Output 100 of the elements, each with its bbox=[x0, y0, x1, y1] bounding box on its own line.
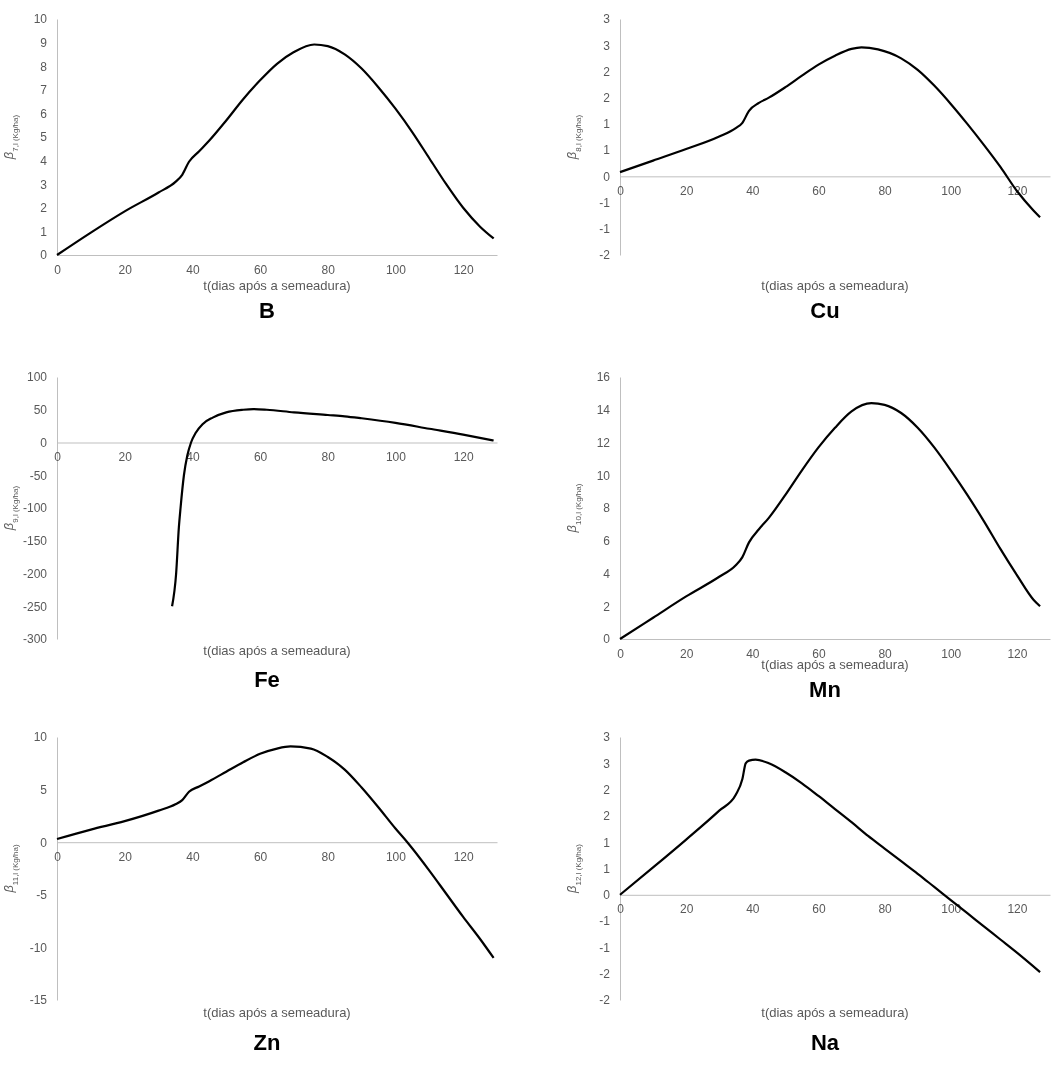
y-tick-label: 1 bbox=[40, 224, 48, 239]
text: Zn bbox=[253, 1030, 281, 1055]
y-tick-label: -250 bbox=[22, 599, 48, 614]
y-tick-label: 3 bbox=[603, 756, 611, 771]
x-tick-label: 0 bbox=[54, 849, 62, 864]
y-tick-label: -2 bbox=[599, 993, 611, 1008]
x-axis-title: t(dias após a semeadura) bbox=[761, 278, 909, 293]
x-tick-label: 40 bbox=[746, 646, 760, 661]
x-axis-title: t(dias após a semeadura) bbox=[203, 1005, 351, 1020]
x-tick-label: 120 bbox=[453, 450, 474, 465]
x-tick-label: 0 bbox=[617, 902, 625, 917]
y-tick-label: 4 bbox=[40, 153, 48, 168]
x-tick-label: 120 bbox=[453, 262, 474, 277]
y-tick-label: 1 bbox=[603, 143, 611, 158]
x-tick-label: 100 bbox=[385, 849, 407, 864]
y-tick-label: -10 bbox=[29, 940, 48, 955]
x-tick-label: 60 bbox=[253, 849, 268, 864]
y-tick-label: 2 bbox=[603, 782, 611, 797]
y-tick-label: 6 bbox=[40, 106, 48, 121]
y-tick-label: 4 bbox=[603, 566, 611, 581]
y-tick-label: 5 bbox=[40, 782, 48, 797]
y-tick-label: -1 bbox=[599, 940, 611, 955]
y-tick-label: -150 bbox=[22, 534, 48, 549]
line-series bbox=[618, 402, 1042, 641]
x-axis-title: t(dias após a semeadura) bbox=[203, 643, 351, 658]
y-tick-label: 8 bbox=[40, 59, 48, 74]
text: Na bbox=[810, 1030, 840, 1055]
y-tick-label: 14 bbox=[596, 403, 611, 418]
x-tick-label: 100 bbox=[941, 183, 962, 198]
line-series bbox=[170, 408, 495, 608]
x-tick-label: 40 bbox=[186, 849, 200, 864]
x-tick-label: 40 bbox=[186, 262, 200, 277]
y-tick-label: 2 bbox=[603, 64, 611, 79]
text: B bbox=[259, 298, 275, 323]
y-tick-label: 2 bbox=[40, 201, 48, 216]
x-tick-label: 0 bbox=[54, 450, 62, 465]
x-tick-label: 0 bbox=[617, 183, 625, 198]
y-tick-label: 1 bbox=[603, 835, 611, 850]
y-tick-label: 0 bbox=[40, 835, 48, 850]
x-tick-label: 20 bbox=[118, 849, 133, 864]
y-tick-label: -200 bbox=[22, 566, 48, 581]
y-tick-label: 3 bbox=[603, 38, 611, 53]
x-tick-label: 20 bbox=[118, 262, 133, 277]
x-tick-label: 60 bbox=[253, 450, 268, 465]
y-tick-label: 2 bbox=[603, 809, 611, 824]
y-tick-label: 0 bbox=[603, 169, 611, 184]
x-tick-label: 80 bbox=[321, 262, 336, 277]
x-tick-label: 20 bbox=[679, 646, 694, 661]
y-tick-label: -50 bbox=[29, 468, 48, 483]
x-tick-label: 100 bbox=[941, 646, 962, 661]
x-tick-label: 80 bbox=[321, 849, 336, 864]
x-tick-label: 120 bbox=[1007, 646, 1028, 661]
y-tick-label: 50 bbox=[33, 403, 48, 418]
y-tick-label: -100 bbox=[22, 501, 48, 516]
y-tick-label: 0 bbox=[40, 435, 48, 450]
y-tick-label: 16 bbox=[596, 370, 611, 385]
y-tick-label: 0 bbox=[603, 888, 611, 903]
x-tick-label: 20 bbox=[679, 183, 694, 198]
x-tick-label: 60 bbox=[812, 183, 826, 198]
y-tick-label: 6 bbox=[603, 534, 611, 549]
text: Fe bbox=[254, 667, 280, 692]
y-tick-label: 0 bbox=[40, 248, 48, 263]
x-tick-label: 120 bbox=[453, 849, 474, 864]
x-axis-title: t(dias após a semeadura) bbox=[761, 1005, 909, 1020]
x-tick-label: 80 bbox=[321, 450, 336, 465]
x-tick-label: 100 bbox=[385, 450, 407, 465]
y-tick-label: 1 bbox=[603, 861, 611, 876]
y-tick-label: 3 bbox=[603, 12, 611, 27]
x-tick-label: 0 bbox=[54, 262, 62, 277]
line-series bbox=[618, 46, 1042, 219]
line-series bbox=[55, 745, 495, 960]
y-tick-label: 100 bbox=[26, 370, 48, 385]
y-tick-label: 10 bbox=[596, 468, 611, 483]
y-tick-label: 12 bbox=[596, 435, 611, 450]
y-tick-label: 1 bbox=[603, 117, 611, 132]
x-tick-label: 80 bbox=[878, 183, 893, 198]
text: Mn bbox=[809, 677, 841, 702]
x-tick-label: 100 bbox=[385, 262, 407, 277]
y-tick-label: 7 bbox=[40, 83, 48, 98]
x-tick-label: 80 bbox=[878, 902, 893, 917]
x-tick-label: 20 bbox=[118, 450, 133, 465]
y-tick-label: 8 bbox=[603, 501, 611, 516]
text: Cu bbox=[810, 298, 840, 323]
y-tick-label: 5 bbox=[40, 130, 48, 145]
y-tick-label: -2 bbox=[599, 248, 611, 263]
y-tick-label: -15 bbox=[29, 993, 48, 1008]
x-tick-label: 60 bbox=[812, 902, 826, 917]
y-tick-label: 10 bbox=[33, 730, 48, 745]
x-tick-label: 120 bbox=[1007, 902, 1028, 917]
y-tick-label: -2 bbox=[599, 967, 611, 982]
x-tick-label: 0 bbox=[617, 646, 625, 661]
y-tick-label: 2 bbox=[603, 91, 611, 106]
y-tick-label: 3 bbox=[40, 177, 48, 192]
y-tick-label: -1 bbox=[599, 222, 611, 237]
y-tick-label: 3 bbox=[603, 730, 611, 745]
y-tick-label: 2 bbox=[603, 599, 611, 614]
y-tick-label: -1 bbox=[599, 914, 611, 929]
x-tick-label: 60 bbox=[253, 262, 268, 277]
y-tick-label: -5 bbox=[36, 888, 48, 903]
line-series bbox=[618, 758, 1042, 974]
